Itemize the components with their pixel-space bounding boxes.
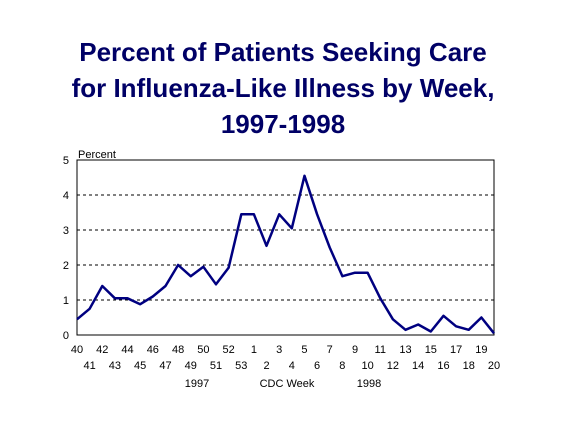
x-tick-label: 9	[352, 344, 358, 356]
x-axis: 4041424344454647484950515253123456789101…	[71, 344, 500, 372]
year-label-1998: 1998	[357, 378, 381, 390]
y-axis: 0 1 2 3 4 5	[63, 155, 69, 342]
ili-percent-line	[76, 174, 495, 335]
x-tick-label: 52	[223, 344, 235, 356]
x-tick-label: 45	[134, 360, 146, 372]
x-tick-label: 42	[96, 344, 108, 356]
x-tick-label: 19	[475, 344, 487, 356]
x-tick-label: 11	[375, 344, 386, 356]
x-tick-label: 18	[463, 360, 475, 372]
chart-title: Percent of Patients Seeking Care for Inf…	[0, 34, 566, 142]
x-tick-label: 7	[327, 344, 333, 356]
x-tick-label: 44	[121, 344, 133, 356]
x-tick-label: 16	[437, 360, 449, 372]
chart-title-line-2: for Influenza-Like Illness by Week,	[71, 73, 495, 103]
x-tick-label: 50	[197, 344, 209, 356]
x-tick-label: 4	[289, 360, 295, 372]
x-tick-label: 20	[488, 360, 500, 372]
x-tick-label: 48	[172, 344, 184, 356]
x-tick-label: 17	[450, 344, 462, 356]
chart-title-line-1: Percent of Patients Seeking Care	[79, 37, 487, 67]
x-tick-label: 40	[71, 344, 83, 356]
x-tick-label: 2	[263, 360, 269, 372]
y-axis-label: Percent	[78, 149, 116, 161]
x-tick-label: 6	[314, 360, 320, 372]
y-tick-label: 1	[63, 295, 69, 307]
x-tick-label: 5	[301, 344, 307, 356]
gridlines	[77, 194, 494, 301]
x-tick-label: 3	[276, 344, 282, 356]
x-tick-label: 51	[210, 360, 222, 372]
chart-title-line-3: 1997-1998	[220, 109, 346, 139]
year-label-1997: 1997	[185, 378, 209, 390]
x-tick-label: 10	[362, 360, 374, 372]
x-tick-label: 13	[399, 344, 411, 356]
x-tick-label: 15	[425, 344, 437, 356]
x-axis-label: CDC Week	[260, 378, 315, 390]
plot-area	[76, 159, 495, 336]
x-tick-label: 14	[412, 360, 424, 372]
x-tick-label: 12	[387, 360, 399, 372]
y-tick-label: 4	[63, 190, 69, 202]
x-tick-label: 8	[339, 360, 345, 372]
y-tick-label: 3	[63, 225, 69, 237]
x-tick-label: 53	[235, 360, 247, 372]
y-tick-label: 2	[63, 260, 69, 272]
y-tick-label: 5	[63, 155, 69, 167]
x-tick-label: 49	[185, 360, 197, 372]
x-tick-label: 47	[159, 360, 171, 372]
x-tick-label: 41	[84, 360, 96, 372]
x-tick-label: 46	[147, 344, 159, 356]
x-tick-label: 43	[109, 360, 121, 372]
y-tick-label: 0	[63, 330, 69, 342]
x-tick-label: 1	[251, 344, 257, 356]
